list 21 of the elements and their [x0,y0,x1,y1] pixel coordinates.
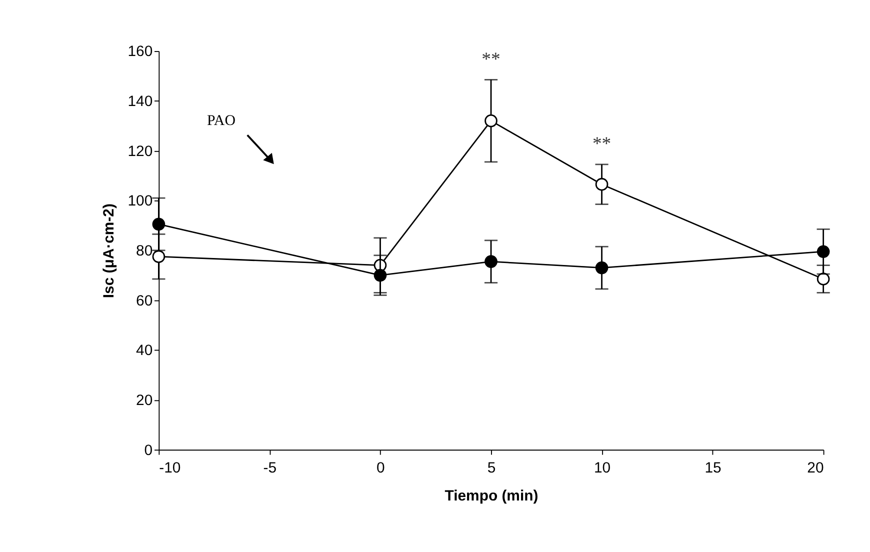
x-tick-label: -5 [263,460,277,477]
x-tick-label: 15 [704,460,722,477]
y-tick-label: 60 [136,292,153,310]
annotation: PAO [206,112,236,129]
x-axis-title: Tiempo (min) [444,488,538,505]
x-tick-label: 5 [487,460,496,477]
y-tick-label: 20 [136,392,153,409]
x-tick-label: -10 [159,460,181,477]
x-tick-label: 0 [376,460,385,477]
annotation: ** [592,133,612,154]
y-tick-label: 80 [136,242,153,260]
y-tick-label: 120 [128,142,153,160]
y-tick-label: 100 [128,192,153,210]
x-tick-label: 20 [807,460,824,477]
y-tick-label: 160 [128,43,153,60]
y-axis-title: Isc (μA·cm-2) [100,204,118,298]
y-tick-label: 40 [136,342,153,360]
annotation: ** [482,48,500,70]
y-tick-label: 140 [128,93,153,110]
x-tick-label: 10 [594,460,611,477]
y-tick-label: 0 [144,442,153,459]
